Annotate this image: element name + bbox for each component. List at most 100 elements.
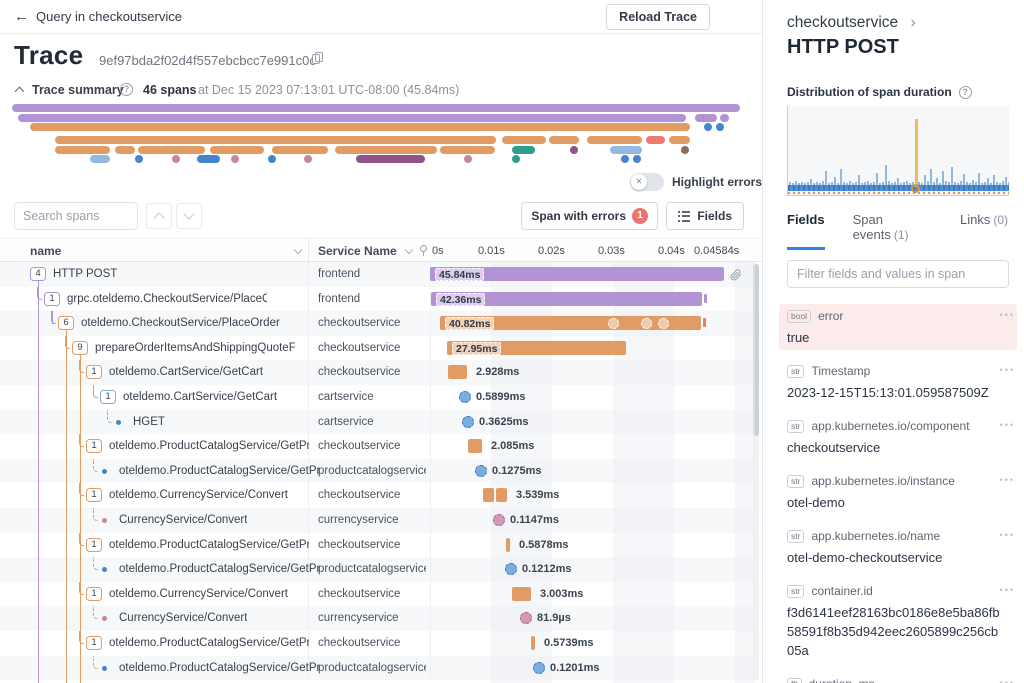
- column-divider: [430, 483, 431, 508]
- duration-bar[interactable]: [496, 488, 507, 502]
- duration-bar[interactable]: [512, 587, 531, 601]
- pin-icon[interactable]: [420, 245, 427, 252]
- duration-bar[interactable]: [483, 488, 494, 502]
- field-menu-icon[interactable]: •••: [1000, 585, 1015, 595]
- tree-connector: [93, 385, 98, 398]
- duration-bar[interactable]: [468, 439, 482, 453]
- field-menu-icon[interactable]: •••: [1000, 475, 1015, 485]
- prev-match-button[interactable]: [146, 203, 172, 229]
- child-count-badge[interactable]: 1: [86, 538, 102, 552]
- minimap-span: [549, 136, 579, 144]
- child-count-badge[interactable]: 1: [86, 587, 102, 601]
- field-item[interactable]: strapp.kubernetes.io/instance•••otel-dem…: [779, 469, 1017, 515]
- field-item[interactable]: strapp.kubernetes.io/name•••otel-demo-ch…: [779, 524, 1017, 570]
- span-name[interactable]: HGET: [133, 416, 165, 428]
- duration-bar[interactable]: [506, 538, 510, 552]
- breadcrumb-service[interactable]: checkoutservice: [787, 14, 898, 31]
- child-count-badge[interactable]: 1: [44, 292, 60, 306]
- duration-dot[interactable]: [462, 416, 474, 428]
- column-divider: [430, 336, 431, 361]
- field-menu-icon[interactable]: •••: [1000, 420, 1015, 430]
- fields-list: boolerror•••truestrTimestamp•••2023-12-1…: [787, 304, 1017, 683]
- minimap-span: [90, 155, 110, 163]
- breadcrumb: checkoutservice ›: [787, 14, 1008, 32]
- duration-dot[interactable]: [459, 391, 471, 403]
- field-item[interactable]: strcontainer.id•••f3d6141eef28163bc0186e…: [779, 579, 1017, 663]
- field-item[interactable]: fltduration_ms•••1.270926: [779, 672, 1017, 683]
- trace-summary-label[interactable]: Trace summary: [32, 83, 124, 97]
- help-icon[interactable]: ?: [959, 86, 972, 99]
- span-event-marker[interactable]: [608, 318, 619, 329]
- collapse-caret-icon[interactable]: [15, 87, 25, 97]
- fields-button-label: Fields: [697, 209, 732, 223]
- child-count-badge[interactable]: 1: [86, 365, 102, 379]
- search-spans-input[interactable]: [14, 202, 138, 230]
- column-header-service[interactable]: Service Name: [318, 244, 397, 258]
- back-arrow-icon[interactable]: ←: [14, 8, 29, 25]
- span-name[interactable]: oteldemo.ProductCatalogService/GetProduc…: [109, 440, 309, 452]
- service-name: cartservice: [318, 416, 426, 428]
- span-with-errors-button[interactable]: Span with errors 1: [521, 202, 658, 230]
- field-menu-icon[interactable]: •••: [1000, 530, 1015, 540]
- span-name[interactable]: HTTP POST: [53, 268, 117, 280]
- duration-dot[interactable]: [493, 514, 505, 526]
- field-menu-icon[interactable]: •••: [1000, 365, 1015, 375]
- span-name[interactable]: oteldemo.CurrencyService/Convert: [109, 489, 288, 501]
- duration-dot[interactable]: [533, 662, 545, 674]
- child-count-badge[interactable]: 4: [30, 267, 46, 281]
- span-name[interactable]: prepareOrderItemsAndShippingQuoteFromCar…: [95, 342, 295, 354]
- histogram-spike: [825, 171, 827, 185]
- span-event-marker[interactable]: [658, 318, 669, 329]
- span-name[interactable]: oteldemo.ProductCatalogService/GetProduc…: [109, 539, 309, 551]
- child-count-badge[interactable]: 9: [72, 341, 88, 355]
- minimap-span: [304, 155, 312, 163]
- tree-guide-line: [66, 330, 67, 683]
- field-item[interactable]: boolerror•••true: [779, 304, 1017, 350]
- fields-button[interactable]: Fields: [666, 202, 744, 230]
- duration-bar[interactable]: [531, 636, 535, 650]
- minimap-span: [210, 146, 264, 154]
- span-name[interactable]: oteldemo.CurrencyService/Convert: [109, 588, 288, 600]
- trace-minimap[interactable]: [0, 103, 762, 167]
- field-menu-icon[interactable]: •••: [1000, 678, 1015, 683]
- span-name[interactable]: oteldemo.ProductCatalogService/GetPro...: [119, 662, 319, 674]
- histogram-spike: [930, 169, 932, 185]
- paperclip-icon[interactable]: [730, 268, 742, 286]
- duration-dot[interactable]: [475, 465, 487, 477]
- field-item[interactable]: strapp.kubernetes.io/component•••checkou…: [779, 414, 1017, 460]
- service-name: cartservice: [318, 391, 426, 403]
- chevron-down-icon[interactable]: [405, 246, 413, 254]
- child-count-badge[interactable]: 1: [86, 439, 102, 453]
- histogram-spike: [993, 175, 995, 185]
- next-match-button[interactable]: [176, 203, 202, 229]
- tab-span-events[interactable]: Span events(1): [853, 212, 932, 250]
- span-name[interactable]: oteldemo.CartService/GetCart: [123, 391, 277, 403]
- field-menu-icon[interactable]: •••: [1000, 310, 1015, 320]
- filter-fields-input[interactable]: [787, 260, 1009, 288]
- tab-links[interactable]: Links(0): [960, 212, 1008, 250]
- back-link[interactable]: Query in checkoutservice: [36, 9, 182, 24]
- span-name[interactable]: oteldemo.ProductCatalogService/GetProduc…: [109, 637, 309, 649]
- minimap-span: [272, 146, 328, 154]
- span-name[interactable]: oteldemo.CartService/GetCart: [109, 366, 263, 378]
- span-name[interactable]: CurrencyService/Convert: [119, 612, 247, 624]
- help-icon[interactable]: ?: [120, 83, 133, 96]
- span-name[interactable]: grpc.oteldemo.CheckoutService/PlaceOrder: [67, 293, 267, 305]
- span-name[interactable]: CurrencyService/Convert: [119, 514, 247, 526]
- child-count-badge[interactable]: 1: [86, 488, 102, 502]
- tab-fields[interactable]: Fields: [787, 212, 825, 250]
- span-name[interactable]: oteldemo.ProductCatalogService/GetPro...: [119, 465, 319, 477]
- span-name[interactable]: oteldemo.CheckoutService/PlaceOrder: [81, 317, 280, 329]
- span-event-marker[interactable]: [641, 318, 652, 329]
- duration-bar[interactable]: [448, 365, 467, 379]
- child-count-badge[interactable]: 1: [86, 636, 102, 650]
- highlight-errors-toggle[interactable]: ✕: [630, 173, 664, 191]
- chevron-down-icon[interactable]: [294, 246, 302, 254]
- field-item[interactable]: strTimestamp•••2023-12-15T15:13:01.05958…: [779, 359, 1017, 405]
- reload-trace-button[interactable]: Reload Trace: [606, 4, 710, 30]
- copy-icon[interactable]: [312, 52, 322, 64]
- child-count-badge[interactable]: 6: [58, 316, 74, 330]
- span-name[interactable]: oteldemo.ProductCatalogService/GetPro...: [119, 563, 319, 575]
- column-header-name[interactable]: name: [30, 244, 61, 258]
- child-count-badge[interactable]: 1: [100, 390, 116, 404]
